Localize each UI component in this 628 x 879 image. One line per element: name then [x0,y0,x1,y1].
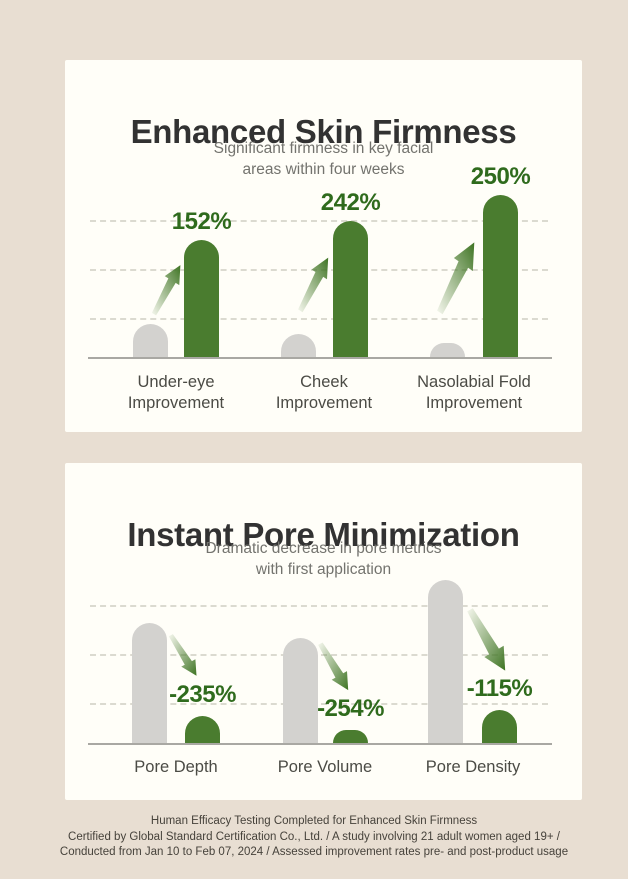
category-label-line: Pore Density [425,758,521,776]
gridline [90,654,548,656]
category-label: Under-eye Improvement [86,372,266,414]
category-label-line: Improvement [425,394,523,412]
bar-after [184,240,219,357]
gridline [90,318,548,320]
bar-before [132,623,167,743]
category-label-line: Pore Volume [277,758,373,776]
percent-data-label: 242% [320,189,381,216]
category-label: Cheek Improvement [234,372,414,414]
percent-data-label: -235% [169,681,236,708]
trend-up-arrow-icon [437,242,475,315]
pore-plot-area: -235% -254% -115% Pore Depth Pore Volume Pore… [88,580,552,776]
bar-after [333,730,368,743]
firmness-plot-area: 152% 242% 250% Under-eye Improvement Cheek Imp… [88,163,552,412]
trend-up-arrow-icon [298,257,329,313]
percent-data-label: -115% [466,675,533,702]
bar-before [133,324,168,357]
category-label-line: Under-eye [137,373,215,391]
bar-after [333,221,368,357]
category-label-line: Pore Depth [134,758,218,776]
study-disclaimer: Human Efficacy Testing Completed for Enh… [0,814,628,861]
trend-down-arrow-icon [467,608,506,671]
category-label-line: Improvement [275,394,373,412]
x-axis-baseline [88,357,552,359]
bar-before [283,638,318,743]
category-label: Pore Volume [235,757,415,778]
bar-before [428,580,463,743]
bar-after [185,716,220,743]
firmness-chart-title: Enhanced Skin Firmness [130,113,517,151]
trend-down-arrow-icon [318,642,349,691]
category-label: Pore Depth [86,757,266,778]
category-label-line: Nasolabial Fold [417,373,531,391]
firmness-card: Enhanced Skin Firmness Significant firmn… [65,60,582,432]
firmness-chart-subtitle: Significant firmness in key facial areas… [65,138,582,180]
category-label: Nasolabial Fold Improvement [384,372,564,414]
bar-after [483,195,518,357]
gridline [90,703,548,705]
trend-down-arrow-icon [168,634,197,676]
gridline [90,220,548,222]
category-label-line: Cheek [300,373,348,391]
category-label-line: Improvement [127,394,225,412]
disclaimer-line-3: Conducted from Jan 10 to Feb 07, 2024 / … [59,846,569,858]
bar-before [430,343,465,357]
subtitle-line-2: with first application [255,561,392,578]
subtitle-line-2: areas within four weeks [242,161,405,178]
disclaimer-line-1: Human Efficacy Testing Completed for Enh… [150,815,478,827]
pore-card: Instant Pore Minimization Dramatic decre… [65,463,582,800]
subtitle-line-1: Dramatic decrease in pore metrics [205,540,442,557]
x-axis-baseline [88,743,552,745]
pore-chart-title: Instant Pore Minimization [127,516,520,554]
percent-data-label: 250% [470,163,531,190]
gridline [90,605,548,607]
category-label: Pore Density [383,757,563,778]
pore-chart-subtitle: Dramatic decrease in pore metrics with f… [65,538,582,580]
percent-data-label: -254% [317,695,384,722]
trend-up-arrow-icon [151,265,181,316]
percent-data-label: 152% [171,208,232,235]
bar-after [482,710,517,743]
disclaimer-line-2: Certified by Global Standard Certificati… [68,830,560,843]
subtitle-line-1: Significant firmness in key facial [213,140,434,157]
bar-before [281,334,316,357]
